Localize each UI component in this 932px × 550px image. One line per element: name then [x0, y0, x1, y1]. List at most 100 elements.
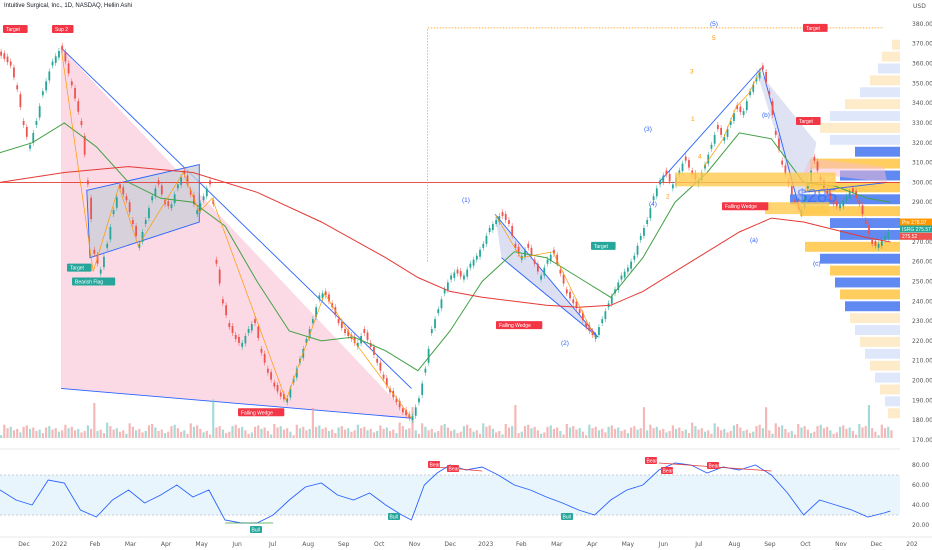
- candle-body: [385, 378, 388, 386]
- wave-label: (c): [813, 261, 821, 268]
- volume-bar: [54, 428, 57, 438]
- volume-bar: [710, 433, 713, 438]
- volume-profile-bar: [870, 75, 900, 86]
- candle-body: [588, 325, 591, 332]
- candle-body: [601, 319, 604, 324]
- candle-body: [459, 271, 462, 277]
- volume-bar: [848, 427, 851, 438]
- volume-bar: [273, 424, 276, 438]
- volume-bar: [495, 432, 498, 438]
- volume-bar: [35, 431, 38, 438]
- volume-bar: [360, 428, 363, 438]
- price-tick-label: 360.00: [912, 61, 932, 68]
- impulse-line-2: [761, 67, 801, 213]
- candle-body: [45, 81, 47, 91]
- candle-body: [257, 326, 260, 338]
- volume-bar: [9, 426, 12, 438]
- candle-body: [228, 323, 231, 328]
- candle-body: [6, 56, 9, 63]
- volume-profile-bar: [805, 241, 900, 252]
- candle-body: [620, 275, 623, 280]
- candle-body: [328, 294, 330, 302]
- candle-body: [80, 120, 83, 125]
- x-tick-label: Oct: [374, 541, 385, 548]
- candle-body: [70, 81, 73, 86]
- candle-body: [511, 226, 514, 236]
- candle-body: [347, 330, 350, 336]
- rsi-signal-text: Bear: [663, 469, 674, 475]
- candle-body: [514, 243, 517, 248]
- volume-bar: [128, 423, 131, 438]
- rsi-signal-badge: [561, 513, 573, 520]
- candle-body: [491, 224, 494, 230]
- price-tick-label: 260.00: [912, 259, 932, 266]
- volume-bar: [790, 431, 793, 438]
- candle-body: [231, 326, 234, 334]
- volume-bar: [748, 433, 752, 438]
- volume-bar: [382, 428, 385, 438]
- volume-bar: [559, 431, 562, 438]
- volume-bar: [228, 431, 231, 438]
- price-tag-text: 275.52: [902, 234, 918, 240]
- candle-body: [86, 180, 89, 185]
- volume-bar: [736, 424, 739, 438]
- volume-bar: [533, 426, 536, 438]
- candle-body: [173, 194, 176, 204]
- rsi-signal-text: Bear: [647, 459, 658, 465]
- wave-label: 4: [698, 154, 702, 161]
- volume-bar: [311, 407, 314, 438]
- volume-bar: [855, 434, 858, 438]
- candle-body: [668, 173, 671, 182]
- volume-bar: [334, 433, 337, 438]
- volume-bar: [16, 428, 19, 438]
- volume-bar: [25, 425, 28, 438]
- volume-bar: [67, 428, 70, 438]
- volume-bar: [726, 432, 729, 438]
- candle-body: [38, 106, 41, 118]
- volume-bar: [0, 435, 3, 438]
- price-tick-label: 340.00: [912, 100, 932, 107]
- volume-profile-bar: [888, 408, 900, 419]
- volume-bar: [135, 430, 138, 438]
- volume-bar: [832, 433, 835, 438]
- rsi-signal-text: Bear: [709, 464, 720, 470]
- x-tick-label: Dec: [871, 541, 883, 548]
- volume-profile-bar: [830, 134, 900, 145]
- candle-body: [430, 329, 433, 334]
- candle-body: [768, 91, 771, 96]
- volume-bar: [115, 428, 118, 438]
- volume-bar: [536, 430, 539, 438]
- rsi-tick-label: 20.00: [912, 522, 929, 529]
- volume-bar: [652, 428, 655, 438]
- volume-bar: [466, 424, 469, 438]
- candle-body: [456, 269, 459, 274]
- volume-bar: [874, 431, 877, 438]
- volume-bar: [443, 424, 446, 438]
- candle-body: [96, 254, 99, 264]
- volume-bar: [147, 425, 151, 438]
- candle-body: [771, 101, 774, 116]
- volume-bar: [41, 433, 44, 438]
- wave-label: (2): [561, 340, 569, 347]
- volume-bar: [491, 428, 494, 438]
- volume-bar: [218, 426, 221, 438]
- candle-body: [315, 307, 317, 318]
- volume-bar: [562, 434, 565, 438]
- candle-body: [125, 196, 128, 201]
- candle-body: [151, 196, 154, 201]
- volume-bar: [678, 427, 681, 438]
- volume-bar: [880, 424, 883, 438]
- volume-bar: [604, 432, 607, 438]
- candle-body: [861, 205, 864, 215]
- candle-body: [112, 210, 115, 215]
- volume-bar: [350, 431, 353, 438]
- candle-body: [366, 332, 369, 340]
- x-tick-label: May: [622, 541, 635, 548]
- candle-body: [559, 269, 562, 274]
- volume-profile-bar: [855, 325, 900, 335]
- volume-bar: [745, 429, 748, 438]
- candle-body: [234, 334, 237, 339]
- volume-bar: [183, 430, 186, 438]
- volume-bar: [102, 433, 106, 438]
